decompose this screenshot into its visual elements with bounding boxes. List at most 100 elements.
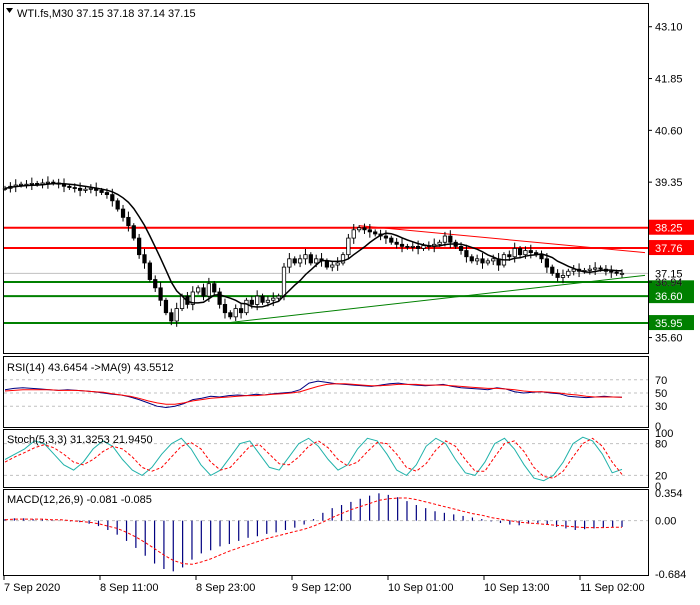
axes-layer: 43.10 41.85 40.60 39.35 36.94 35.60 7 Sep 2020… bbox=[3, 22, 686, 594]
time-tick-label: 7 Sep 2020 bbox=[4, 582, 60, 594]
moving-average-line bbox=[4, 182, 623, 308]
candle-body bbox=[29, 182, 34, 185]
candle-body bbox=[115, 200, 120, 210]
time-tick-label: 8 Sep 23:00 bbox=[196, 582, 255, 594]
candle-body bbox=[421, 245, 426, 249]
current-price-label: 37.15 bbox=[655, 268, 683, 280]
candle-body bbox=[238, 308, 244, 314]
candle-body bbox=[244, 299, 249, 314]
rsi-series-line bbox=[4, 383, 623, 405]
candle-body bbox=[308, 254, 313, 264]
candle-body bbox=[174, 308, 179, 322]
candle-body bbox=[147, 262, 152, 280]
candle-body bbox=[18, 183, 24, 186]
candle-body bbox=[99, 190, 104, 193]
candle-body bbox=[153, 279, 158, 289]
macd-title: MACD(12,26,9) -0.081 -0.085 bbox=[7, 494, 152, 506]
macd-panel-frame bbox=[3, 489, 649, 576]
price-tick-label: 35.60 bbox=[655, 333, 683, 345]
stoch-series-line bbox=[4, 436, 623, 482]
candle-body bbox=[475, 258, 480, 262]
candle-body bbox=[410, 245, 415, 248]
candle-body bbox=[544, 258, 550, 268]
rsi-tick-label: 70 bbox=[655, 375, 667, 387]
candle-body bbox=[271, 297, 276, 301]
candle-body bbox=[276, 295, 281, 299]
candle-body bbox=[104, 192, 110, 195]
candle-body bbox=[335, 262, 340, 266]
triangle-down-icon[interactable] bbox=[6, 8, 13, 13]
stoch-title: Stoch(5,3,3) 31.3253 21.9450 bbox=[7, 434, 153, 446]
price-tick-label: 36.94 bbox=[655, 277, 683, 289]
candle-body bbox=[35, 182, 40, 185]
candle-body bbox=[405, 245, 410, 248]
rsi-tick-label: 50 bbox=[655, 388, 667, 400]
candle-body bbox=[255, 295, 260, 305]
candle-body bbox=[303, 254, 308, 260]
candle-body bbox=[137, 237, 142, 256]
macd-tick-label: 0.354 bbox=[655, 488, 683, 500]
rsi-series-line bbox=[4, 380, 623, 409]
resistance-level-tag bbox=[649, 240, 694, 256]
candle-body bbox=[83, 188, 88, 191]
price-tick-label: 41.85 bbox=[655, 74, 683, 86]
candle-body bbox=[598, 267, 603, 270]
candle-body bbox=[314, 258, 319, 264]
stoch-layer bbox=[4, 436, 648, 482]
ascending-trendline bbox=[224, 274, 646, 324]
time-tick-label: 11 Sep 02:00 bbox=[580, 582, 645, 594]
candle-body bbox=[609, 270, 614, 273]
candle-body bbox=[163, 299, 169, 314]
candle-body bbox=[88, 187, 93, 190]
candle-body bbox=[67, 185, 72, 188]
candle-body bbox=[196, 287, 201, 293]
candle-body bbox=[126, 216, 131, 227]
candle-body bbox=[169, 312, 174, 322]
candle-body bbox=[587, 268, 592, 271]
macd-tick-label: 0.00 bbox=[655, 516, 676, 528]
rsi-layer bbox=[4, 379, 648, 409]
candle-body bbox=[373, 231, 378, 235]
resistance-level-tag bbox=[649, 219, 694, 235]
resistance-level-label: 38.25 bbox=[655, 223, 683, 235]
candle-body bbox=[206, 283, 211, 297]
candle-body bbox=[528, 250, 533, 254]
candle-body bbox=[362, 227, 367, 231]
candle-body bbox=[593, 267, 598, 270]
trendlines-layer bbox=[224, 225, 646, 324]
candles-layer bbox=[2, 176, 625, 327]
price-tick-label: 39.35 bbox=[655, 177, 683, 189]
stoch-tick-label: 0 bbox=[655, 481, 661, 493]
candle-body bbox=[249, 299, 254, 305]
time-tick-label: 9 Sep 12:00 bbox=[292, 582, 351, 594]
candle-body bbox=[464, 250, 469, 258]
main-panel-frame bbox=[3, 3, 649, 354]
macd-layer bbox=[4, 493, 648, 572]
candle-body bbox=[469, 256, 474, 262]
candle-body bbox=[566, 270, 571, 276]
candle-body bbox=[442, 235, 448, 243]
candle-body bbox=[480, 258, 485, 264]
stoch-panel-frame bbox=[3, 429, 649, 488]
candle-body bbox=[233, 308, 238, 318]
candle-body bbox=[77, 187, 83, 191]
candle-body bbox=[292, 258, 297, 264]
candle-body bbox=[120, 208, 126, 218]
candle-body bbox=[142, 254, 147, 264]
descending-trendline bbox=[359, 225, 646, 254]
candle-body bbox=[265, 299, 271, 303]
macd-signal-line bbox=[4, 497, 622, 565]
candle-body bbox=[539, 254, 544, 260]
candle-body bbox=[619, 272, 625, 275]
rsi-panel-frame bbox=[3, 356, 649, 428]
moving-average-layer bbox=[4, 182, 623, 308]
candle-body bbox=[399, 243, 405, 247]
candle-body bbox=[72, 187, 77, 189]
candle-body bbox=[458, 245, 464, 251]
candle-body bbox=[260, 295, 265, 303]
candle-body bbox=[523, 250, 528, 256]
candle-body bbox=[367, 229, 372, 233]
horizontal-levels-layer: 38.25 37.76 36.94 36.60 35.95 37.15 bbox=[4, 219, 694, 331]
